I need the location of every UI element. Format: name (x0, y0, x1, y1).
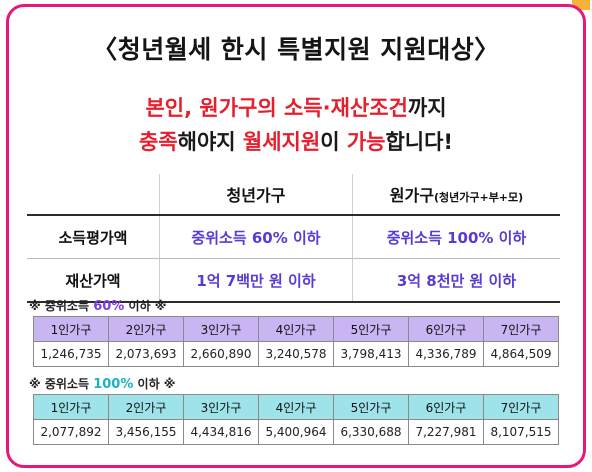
income-value-row: 1,246,735 2,073,693 2,660,890 3,240,578 … (33, 341, 559, 367)
note-prefix: ※ 중위소득 (29, 299, 94, 313)
household-size-header: 7인가구 (483, 394, 559, 420)
household-size-header: 1인가구 (33, 394, 109, 420)
criteria-row-income: 소득평가액 중위소득 60% 이하 중위소득 100% 이하 (27, 215, 560, 259)
median-60-table: 1인가구 2인가구 3인가구 4인가구 5인가구 6인가구 7인가구 1,246… (33, 316, 559, 367)
criteria-table: 청년가구 원가구(청년가구+부+모) 소득평가액 중위소득 60% 이하 중위소… (27, 174, 560, 303)
household-size-header: 3인가구 (183, 394, 259, 420)
income-value-cell: 8,107,515 (483, 419, 559, 445)
median-60-note: ※ 중위소득 60% 이하 ※ (29, 297, 166, 314)
income-value-cell: 1,246,735 (33, 341, 109, 367)
subtitle-emphasis: 충족 (138, 130, 178, 154)
household-size-header: 2인가구 (108, 316, 184, 342)
household-size-header: 7인가구 (483, 316, 559, 342)
household-size-header: 2인가구 (108, 394, 184, 420)
corner-accent (572, 0, 590, 10)
subtitle-line-1: 본인, 원가구의 소득·재산조건까지 (0, 92, 592, 122)
median-100-table: 1인가구 2인가구 3인가구 4인가구 5인가구 6인가구 7인가구 2,077… (33, 394, 559, 445)
income-value-cell: 2,073,693 (108, 341, 184, 367)
note-percent: 100% (93, 377, 134, 392)
subtitle-text: 합니다! (385, 130, 454, 154)
household-size-header: 4인가구 (258, 316, 334, 342)
household-size-header: 5인가구 (333, 394, 409, 420)
income-value-cell: 2,077,892 (33, 419, 109, 445)
row-label: 소득평가액 (27, 215, 160, 259)
income-value-cell: 2,660,890 (183, 341, 259, 367)
criteria-corner-cell (27, 174, 160, 216)
subtitle-text: 이 (320, 130, 347, 154)
household-size-header: 1인가구 (33, 316, 109, 342)
row-label: 재산가액 (27, 258, 160, 303)
income-value-cell: 6,330,688 (333, 419, 409, 445)
household-size-header: 3인가구 (183, 316, 259, 342)
income-value-cell: 3,456,155 (108, 419, 184, 445)
col-header-origin: 원가구(청년가구+부+모) (351, 174, 560, 216)
subtitle-text: 해야지 (177, 130, 243, 154)
note-suffix: 이하 ※ (133, 377, 176, 391)
note-percent: 60% (93, 299, 125, 314)
median-100-note: ※ 중위소득 100% 이하 ※ (29, 375, 175, 392)
income-value-row: 2,077,892 3,456,155 4,434,816 5,400,964 … (33, 419, 559, 445)
criteria-header-row: 청년가구 원가구(청년가구+부+모) (27, 174, 560, 216)
income-value-cell: 4,434,816 (183, 419, 259, 445)
income-value-cell: 7,227,981 (408, 419, 484, 445)
household-size-header: 6인가구 (408, 394, 484, 420)
income-value-cell: 3,240,578 (258, 341, 334, 367)
col-header-origin-detail: (청년가구+부+모) (433, 191, 524, 204)
criteria-row-assets: 재산가액 1억 7백만 원 이하 3억 8천만 원 이하 (27, 258, 560, 303)
youth-income-value: 중위소득 60% 이하 (159, 215, 353, 259)
income-value-cell: 3,798,413 (333, 341, 409, 367)
income-value-cell: 4,864,509 (483, 341, 559, 367)
origin-income-value: 중위소득 100% 이하 (351, 215, 560, 259)
income-value-cell: 4,336,789 (408, 341, 484, 367)
subtitle-line-2: 충족해야지 월세지원이 가능합니다! (0, 126, 592, 156)
youth-assets-value: 1억 7백만 원 이하 (159, 258, 353, 303)
household-size-header: 4인가구 (258, 394, 334, 420)
note-suffix: 이하 ※ (124, 299, 167, 313)
subtitle-emphasis: 월세지원 (242, 130, 321, 154)
household-size-header: 6인가구 (408, 316, 484, 342)
subtitle-emphasis: 가능 (346, 130, 386, 154)
subtitle-emphasis: 본인, 원가구의 소득·재산조건 (145, 96, 408, 120)
subtitle-text: 까지 (407, 96, 447, 120)
page-title: 〈청년월세 한시 특별지원 지원대상〉 (92, 35, 500, 64)
col-header-youth: 청년가구 (159, 174, 353, 216)
origin-assets-value: 3억 8천만 원 이하 (351, 258, 560, 303)
household-size-header: 5인가구 (333, 316, 409, 342)
col-header-origin-main: 원가구 (389, 186, 434, 205)
household-header-row: 1인가구 2인가구 3인가구 4인가구 5인가구 6인가구 7인가구 (33, 316, 559, 342)
income-value-cell: 5,400,964 (258, 419, 334, 445)
note-prefix: ※ 중위소득 (29, 377, 94, 391)
household-header-row: 1인가구 2인가구 3인가구 4인가구 5인가구 6인가구 7인가구 (33, 394, 559, 420)
